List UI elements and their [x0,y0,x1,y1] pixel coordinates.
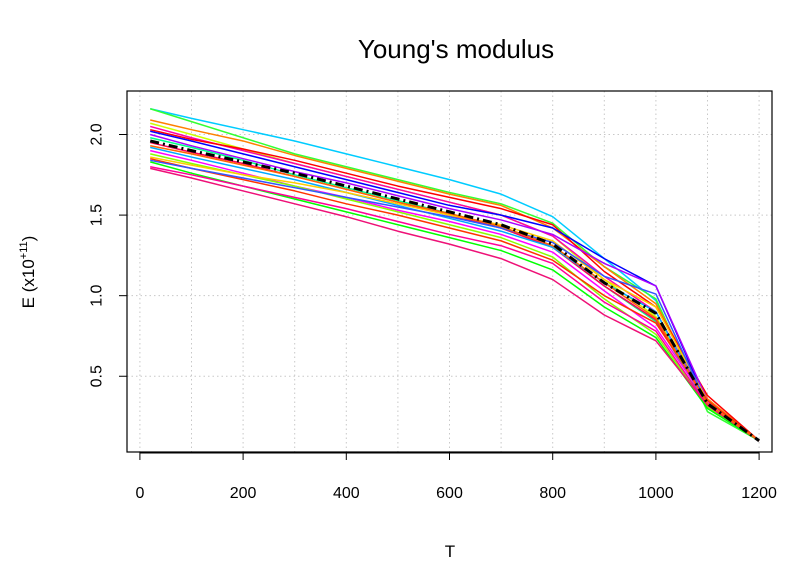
series-line-18 [150,166,760,442]
series-line-9 [150,137,760,442]
x-tick-label: 200 [230,485,257,502]
series-line-16 [150,159,760,442]
series-line-20 [150,145,760,442]
y-tick-label: 2.0 [89,123,106,145]
series-line-15 [150,157,760,442]
mean-series-line [149,139,760,442]
chart-title: Young's modulus [358,34,554,64]
x-axis-label: T [445,542,455,561]
x-tick-label: 600 [436,485,463,502]
y-axis-label-superscript: +11 [18,241,30,259]
series-line-3 [150,119,760,442]
series-line-10 [150,141,760,442]
series-line-4 [150,122,760,442]
x-tick-label: 1200 [741,485,777,502]
series-line-19 [150,167,760,442]
series-line-12 [150,149,760,442]
x-tick-label: 1000 [638,485,674,502]
mean-line [149,139,760,442]
x-tick-label: 0 [135,485,144,502]
series-line-14 [150,156,760,442]
series-line-6 [150,128,760,442]
series-line-11 [150,146,760,442]
x-axis: 0 200 400 600 800 1000 1200 [135,452,777,502]
y-axis-label-main: E (x10 [19,259,38,308]
series-lines [149,107,760,442]
x-tick-label: 800 [539,485,566,502]
y-axis-label-close: ) [19,236,38,242]
series-line-8 [150,133,760,442]
y-tick-label: 0.5 [89,365,106,387]
series-line-13 [150,153,760,442]
y-tick-label: 1.5 [89,204,106,226]
y-tick-label: 1.0 [89,284,106,306]
series-line-2 [149,108,760,442]
y-axis-label: E (x10+11) [18,236,38,309]
y-axis: 0.5 1.0 1.5 2.0 [89,123,128,387]
x-tick-label: 400 [333,485,360,502]
series-line-5 [150,125,760,442]
